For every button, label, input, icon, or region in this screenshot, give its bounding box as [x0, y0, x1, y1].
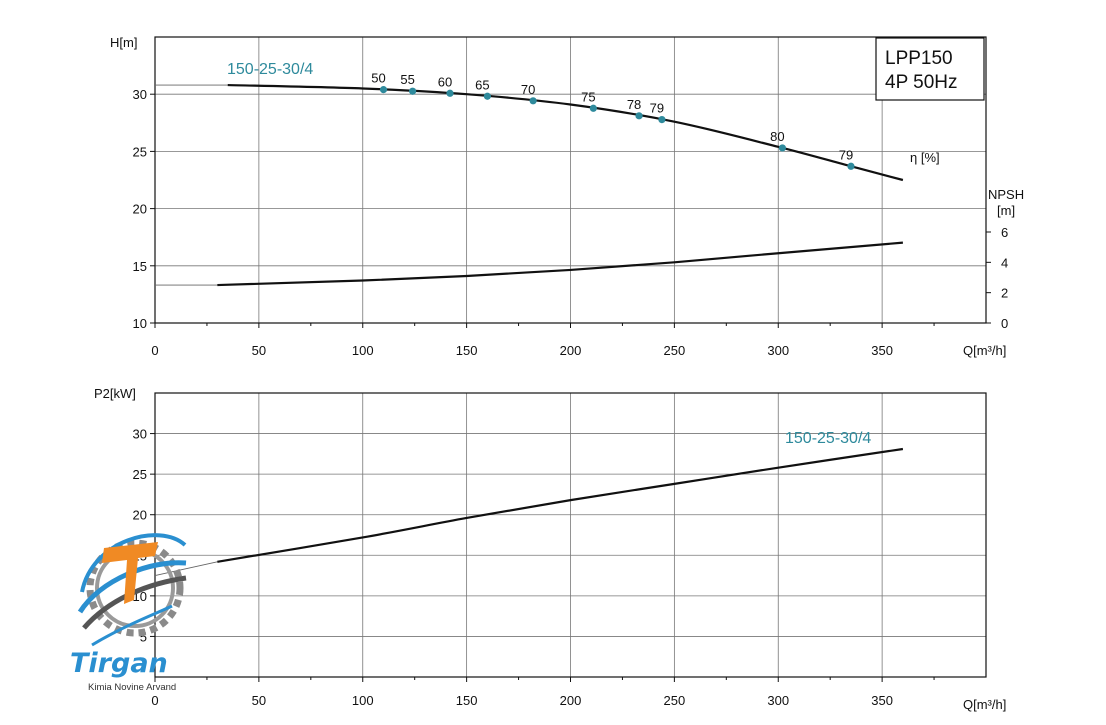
x-tick-label: 250	[664, 693, 686, 708]
x-tick-label: 350	[871, 693, 893, 708]
efficiency-point	[847, 162, 855, 170]
head-chart-curves	[154, 83, 904, 287]
y-tick-label: 15	[133, 259, 147, 274]
efficiency-label: 79	[839, 147, 853, 162]
efficiency-point	[658, 115, 666, 124]
power-chart-curves	[154, 447, 904, 577]
efficiency-point	[778, 144, 787, 152]
y-tick-label: 25	[133, 144, 147, 159]
efficiency-point	[589, 104, 597, 112]
head-curve	[227, 83, 904, 182]
tirgan-logo: Tirgan Kimia Novine Arvand	[70, 533, 187, 693]
npsh-y-ticks: 0 2 4 6	[986, 225, 1008, 331]
head-chart-grid	[154, 36, 987, 324]
power-curve	[217, 447, 904, 563]
efficiency-label: 65	[475, 77, 489, 92]
head-y-axis-title: H[m]	[110, 35, 137, 50]
x-tick-label: 200	[560, 693, 582, 708]
y-tick-label: 4	[1001, 255, 1008, 270]
head-x-axis-title: Q[m³/h]	[963, 343, 1006, 358]
efficiency-point	[379, 86, 388, 94]
x-tick-label: 150	[456, 693, 478, 708]
efficiency-points: 50 55 60 65 70 75 78 79 80 79	[371, 71, 855, 170]
x-tick-label: 0	[151, 693, 158, 708]
power-chart-x-ticks: 0 50 100 150 200 250 300 350	[151, 677, 935, 708]
y-tick-label: 20	[133, 202, 147, 217]
head-chart-x-ticks: 0 50 100 150 200 250 300 350	[151, 323, 935, 358]
power-x-axis-title: Q[m³/h]	[963, 697, 1006, 712]
head-series-label: 150-25-30/4	[227, 61, 313, 78]
y-tick-label: 20	[133, 508, 147, 523]
npsh-curve	[217, 241, 903, 287]
power-curve-extension	[154, 561, 218, 577]
npsh-unit-line: [m]	[997, 203, 1015, 218]
x-tick-label: 200	[560, 343, 582, 358]
head-chart-y-ticks: 10 15 20 25 30	[133, 87, 155, 331]
efficiency-label: 78	[627, 97, 641, 112]
logo-tagline: Kimia Novine Arvand	[88, 682, 176, 693]
head-chart: 0 50 100 150 200 250 300 350 10 15 20 25 30 0 2 4 6 H[…	[110, 35, 1024, 358]
efficiency-legend-label: η [%]	[910, 150, 940, 165]
y-tick-label: 30	[133, 427, 147, 442]
logo-emblem-icon	[77, 533, 187, 647]
power-series-label: 150-25-30/4	[785, 430, 871, 447]
x-tick-label: 300	[767, 693, 789, 708]
efficiency-point	[529, 97, 537, 105]
npsh-title-line: NPSH	[988, 187, 1024, 202]
x-tick-label: 0	[151, 343, 158, 358]
efficiency-label: 70	[521, 82, 535, 97]
x-tick-label: 100	[352, 343, 374, 358]
y-tick-label: 6	[1001, 225, 1008, 240]
x-tick-label: 50	[252, 343, 266, 358]
x-tick-label: 300	[767, 343, 789, 358]
x-tick-label: 150	[456, 343, 478, 358]
y-tick-label: 10	[133, 316, 147, 331]
efficiency-label: 55	[400, 72, 414, 87]
y-tick-label: 25	[133, 467, 147, 482]
y-tick-label: 5	[140, 629, 147, 644]
power-y-axis-title: P2[kW]	[94, 386, 136, 401]
efficiency-label: 50	[371, 71, 385, 86]
title-box-frame	[875, 37, 985, 101]
x-tick-label: 350	[871, 343, 893, 358]
npsh-axis-title: NPSH [m]	[988, 187, 1024, 218]
y-tick-label: 30	[133, 87, 147, 102]
x-tick-label: 100	[352, 693, 374, 708]
x-tick-label: 50	[252, 693, 266, 708]
y-tick-label: 2	[1001, 286, 1008, 301]
efficiency-label: 79	[650, 101, 664, 116]
chart-subtitle: 4P 50Hz	[885, 72, 958, 93]
efficiency-point	[635, 112, 643, 120]
efficiency-label: 60	[438, 74, 452, 89]
y-tick-label: 0	[1001, 316, 1008, 331]
efficiency-label: 75	[581, 89, 595, 104]
efficiency-label: 80	[770, 129, 784, 144]
efficiency-point	[483, 92, 491, 100]
x-tick-label: 250	[664, 343, 686, 358]
chart-title-box: LPP150 4P 50Hz	[875, 37, 985, 101]
efficiency-point	[446, 89, 454, 97]
logo-brand: Tirgan	[70, 648, 168, 679]
chart-title: LPP150	[885, 48, 953, 69]
efficiency-point	[409, 87, 417, 95]
